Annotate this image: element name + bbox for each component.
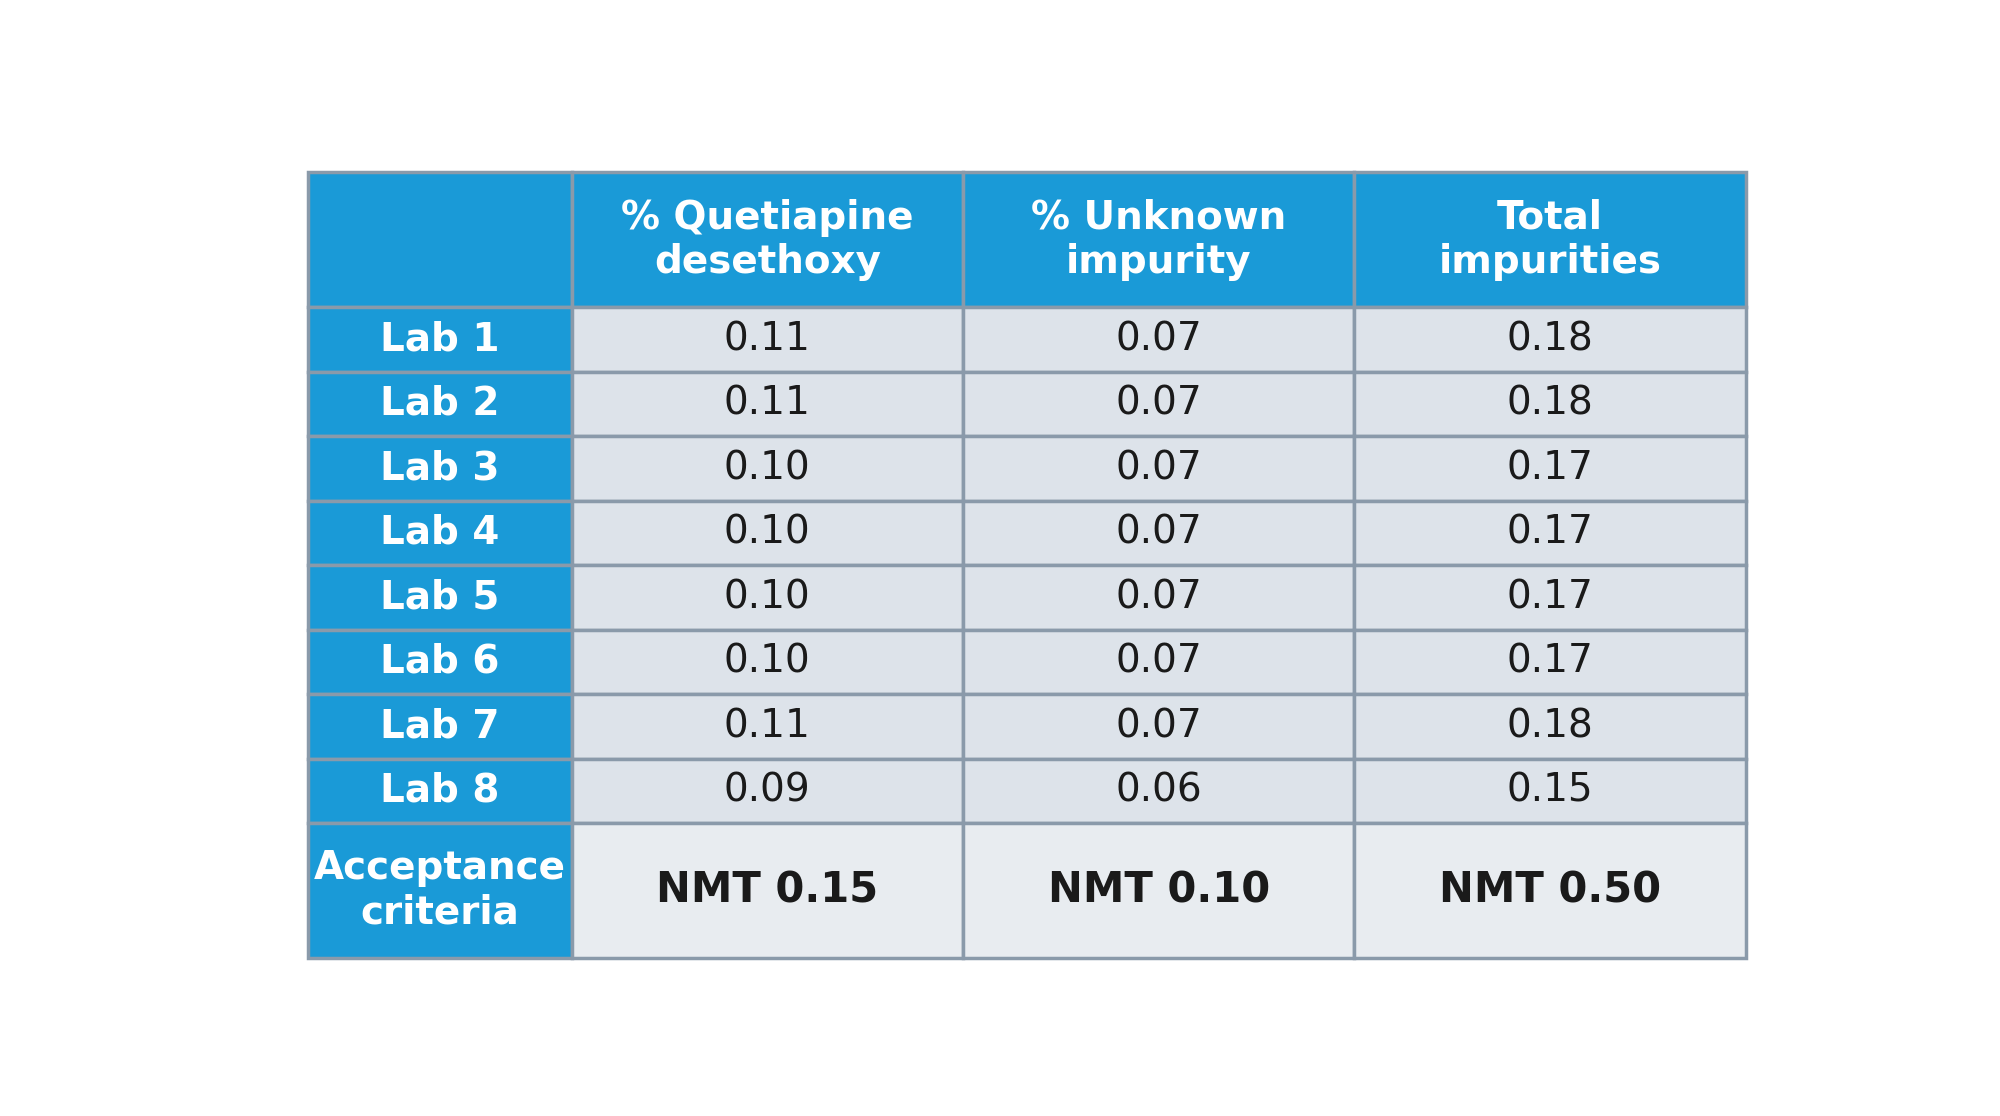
- Bar: [308, 759, 572, 824]
- Text: Lab 3: Lab 3: [380, 450, 500, 488]
- Bar: [308, 372, 572, 436]
- Text: 0.15: 0.15: [1506, 772, 1594, 810]
- Text: 0.06: 0.06: [1116, 772, 1202, 810]
- Text: Lab 8: Lab 8: [380, 772, 500, 810]
- Bar: [964, 172, 1354, 307]
- Bar: [964, 501, 1354, 565]
- Text: 0.07: 0.07: [1116, 385, 1202, 423]
- Text: 0.11: 0.11: [724, 320, 810, 358]
- Text: 0.07: 0.07: [1116, 578, 1202, 616]
- Text: 0.11: 0.11: [724, 385, 810, 423]
- Bar: [964, 307, 1354, 372]
- Text: Lab 7: Lab 7: [380, 708, 500, 745]
- Bar: [572, 436, 964, 501]
- Text: 0.17: 0.17: [1506, 513, 1594, 552]
- Text: 0.17: 0.17: [1506, 643, 1594, 681]
- Text: 0.17: 0.17: [1506, 450, 1594, 488]
- Bar: [1354, 759, 1746, 824]
- Bar: [572, 565, 964, 629]
- Bar: [308, 629, 572, 694]
- Text: 0.18: 0.18: [1506, 708, 1594, 745]
- Text: 0.18: 0.18: [1506, 385, 1594, 423]
- Bar: [572, 307, 964, 372]
- Bar: [308, 824, 572, 958]
- Bar: [1354, 307, 1746, 372]
- Text: NMT 0.10: NMT 0.10: [1048, 869, 1270, 912]
- Text: 0.10: 0.10: [724, 643, 810, 681]
- Text: Lab 2: Lab 2: [380, 385, 500, 423]
- Bar: [308, 565, 572, 629]
- Text: NMT 0.50: NMT 0.50: [1440, 869, 1662, 912]
- Text: 0.07: 0.07: [1116, 450, 1202, 488]
- Bar: [964, 629, 1354, 694]
- Text: % Unknown
impurity: % Unknown impurity: [1032, 199, 1286, 281]
- Bar: [308, 501, 572, 565]
- Bar: [964, 565, 1354, 629]
- Bar: [1354, 372, 1746, 436]
- Text: % Quetiapine
desethoxy: % Quetiapine desethoxy: [622, 199, 914, 281]
- Bar: [1354, 501, 1746, 565]
- Bar: [572, 372, 964, 436]
- Bar: [308, 694, 572, 759]
- Bar: [572, 501, 964, 565]
- Text: Lab 5: Lab 5: [380, 578, 500, 616]
- Bar: [964, 759, 1354, 824]
- Text: Lab 1: Lab 1: [380, 320, 500, 358]
- Text: 0.11: 0.11: [724, 708, 810, 745]
- Bar: [308, 436, 572, 501]
- Text: 0.10: 0.10: [724, 578, 810, 616]
- Bar: [1354, 565, 1746, 629]
- Text: 0.07: 0.07: [1116, 708, 1202, 745]
- Bar: [964, 436, 1354, 501]
- Text: 0.18: 0.18: [1506, 320, 1594, 358]
- Bar: [1354, 172, 1746, 307]
- Text: 0.07: 0.07: [1116, 643, 1202, 681]
- Text: 0.10: 0.10: [724, 513, 810, 552]
- Text: Lab 4: Lab 4: [380, 513, 500, 552]
- Bar: [1354, 436, 1746, 501]
- Bar: [572, 694, 964, 759]
- Text: 0.09: 0.09: [724, 772, 810, 810]
- Bar: [308, 172, 572, 307]
- Bar: [572, 172, 964, 307]
- Bar: [1354, 694, 1746, 759]
- Text: Acceptance
criteria: Acceptance criteria: [314, 849, 566, 932]
- Bar: [308, 307, 572, 372]
- Text: 0.17: 0.17: [1506, 578, 1594, 616]
- Text: 0.07: 0.07: [1116, 513, 1202, 552]
- Text: Lab 6: Lab 6: [380, 643, 500, 681]
- Bar: [964, 824, 1354, 958]
- Text: Total
impurities: Total impurities: [1438, 199, 1662, 281]
- Bar: [572, 824, 964, 958]
- Text: 0.07: 0.07: [1116, 320, 1202, 358]
- Bar: [1354, 629, 1746, 694]
- Bar: [1354, 824, 1746, 958]
- Bar: [572, 629, 964, 694]
- Bar: [572, 759, 964, 824]
- Text: NMT 0.15: NMT 0.15: [656, 869, 878, 912]
- Text: 0.10: 0.10: [724, 450, 810, 488]
- Bar: [964, 694, 1354, 759]
- Bar: [964, 372, 1354, 436]
